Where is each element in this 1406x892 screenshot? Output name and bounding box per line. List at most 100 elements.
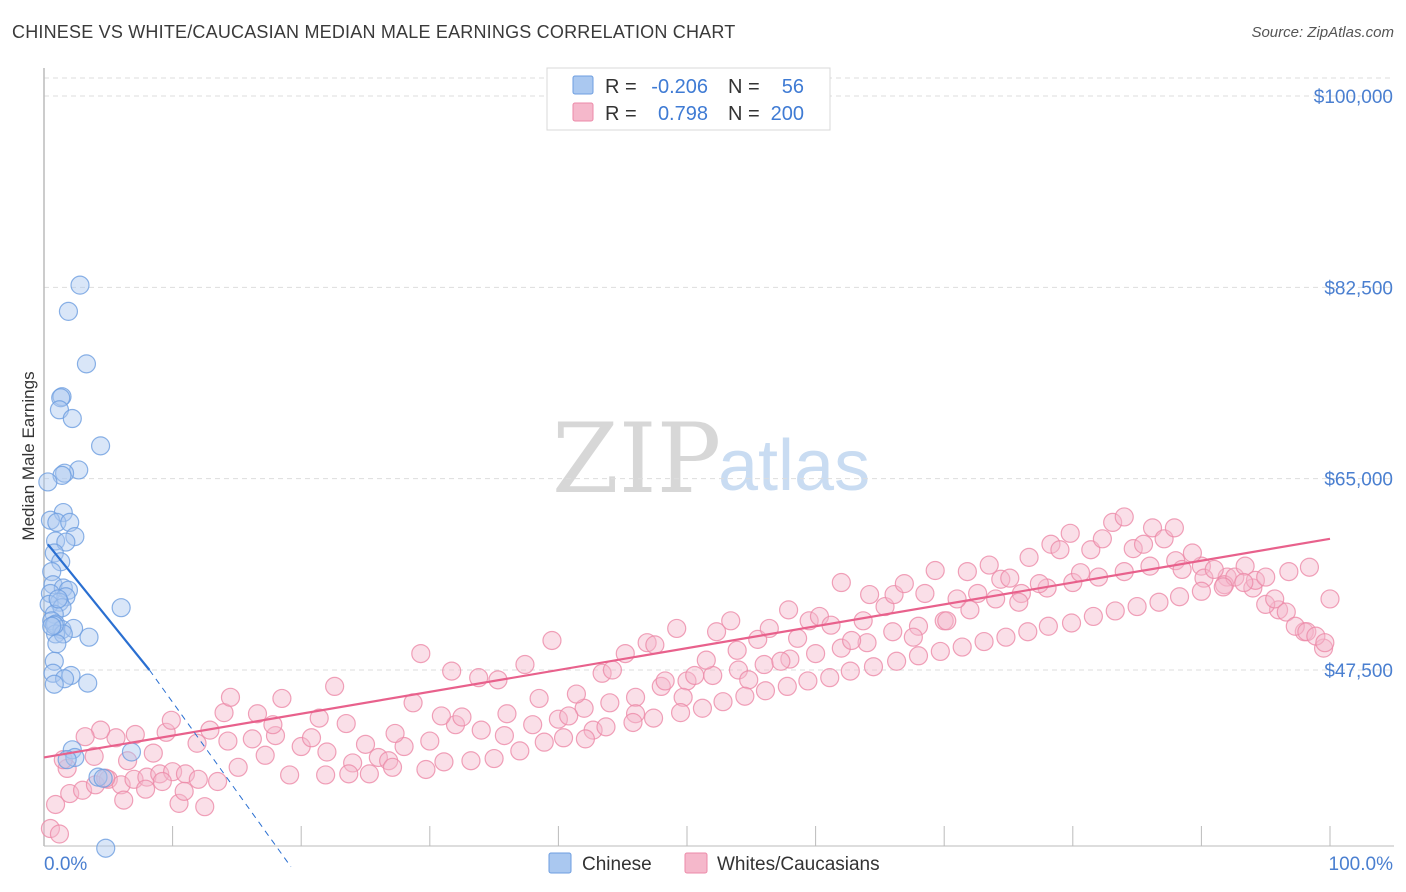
whites-point <box>161 710 181 730</box>
whites-point <box>1133 534 1154 554</box>
whites-point <box>188 769 208 789</box>
whites-point <box>908 616 929 636</box>
whites-point <box>883 622 903 642</box>
y-tick-labels: $100,000 $82,500 $65,000 $47,500 <box>1314 87 1393 682</box>
whites-point <box>778 600 799 620</box>
whites-point <box>523 715 543 735</box>
whites-point <box>1140 556 1160 576</box>
whites-point <box>534 732 554 752</box>
chinese-point <box>76 354 97 374</box>
whites-point <box>1070 563 1091 583</box>
chinese-point <box>93 768 113 788</box>
whites-point <box>272 688 292 709</box>
whites-point <box>996 627 1016 647</box>
whites-point <box>461 751 481 771</box>
whites-point <box>309 708 329 728</box>
y-axis-label: Median Male Earnings <box>19 371 38 540</box>
whites-point <box>771 651 791 671</box>
whites-point <box>336 713 356 734</box>
whites-point <box>1256 567 1276 587</box>
whites-point <box>1320 589 1340 609</box>
whites-point <box>1149 592 1169 612</box>
whites-point <box>777 676 797 697</box>
whites-point <box>887 651 907 671</box>
whites-point <box>1050 540 1070 560</box>
whites-point <box>420 731 440 751</box>
whites-point <box>799 611 819 631</box>
chinese-point <box>78 673 98 693</box>
whites-point <box>974 631 994 652</box>
chinese-point <box>54 669 75 689</box>
chinese-point <box>44 674 64 694</box>
whites-point <box>1083 606 1103 627</box>
whites-point <box>645 635 665 655</box>
whites-point <box>1299 557 1320 577</box>
whites-point <box>1182 543 1202 563</box>
whites-point <box>75 727 95 747</box>
whites-point <box>952 637 972 657</box>
whites-point <box>787 628 808 648</box>
whites-point <box>1041 534 1061 554</box>
chinese-point <box>79 627 99 647</box>
x-tick-labels: 0.0% 100.0% <box>44 854 1393 875</box>
whites-point <box>247 704 268 724</box>
whites-point <box>937 611 957 631</box>
whites-trend-line <box>43 537 1331 759</box>
whites-point <box>1114 507 1134 527</box>
whites-point <box>798 671 818 691</box>
bottom-legend-label-chinese: Chinese <box>582 854 652 875</box>
chinese-point <box>60 512 80 533</box>
whites-point <box>242 729 262 749</box>
whites-point <box>1009 592 1029 612</box>
whites-point <box>152 771 172 792</box>
whites-point <box>670 703 691 723</box>
legend-n-label: N = <box>728 76 760 98</box>
whites-point <box>1191 581 1212 601</box>
chinese-point <box>111 598 131 618</box>
whites-point <box>434 752 454 772</box>
legend-r-value-chinese: -0.206 <box>651 76 708 98</box>
whites-point <box>1060 523 1080 543</box>
whites-point <box>696 650 716 670</box>
whites-point <box>728 660 749 680</box>
whites-point <box>325 676 345 697</box>
whites-point <box>986 589 1006 609</box>
whites-point <box>40 818 61 839</box>
whites-point <box>637 633 657 653</box>
whites-point <box>840 661 860 681</box>
whites-point <box>863 657 884 677</box>
bottom-legend-swatch-chinese <box>548 852 572 874</box>
whites-point <box>84 746 104 766</box>
grid <box>44 77 1394 671</box>
watermark-zip: ZIP <box>552 403 721 515</box>
legend-swatch-chinese <box>572 75 594 95</box>
whites-point <box>339 764 359 784</box>
whites-point <box>596 717 616 737</box>
whites-point <box>49 824 70 844</box>
whites-point <box>1256 594 1276 615</box>
whites-point <box>494 725 514 746</box>
whites-point <box>805 643 826 664</box>
y-tick-label: $82,500 <box>1324 278 1393 299</box>
whites-point <box>566 684 587 704</box>
whites-point <box>471 720 491 740</box>
whites-point <box>445 715 466 735</box>
whites-point <box>1243 578 1263 598</box>
whites-point <box>1235 556 1255 576</box>
whites-point <box>559 706 579 726</box>
chinese-trend-line <box>47 543 151 671</box>
chinese-point <box>54 463 75 483</box>
whites-point <box>602 660 623 680</box>
whites-point <box>667 618 687 639</box>
whites-point <box>1019 547 1039 567</box>
y-tick-label: $65,000 <box>1324 470 1393 491</box>
chinese-point <box>42 616 62 636</box>
whites-point <box>280 765 300 785</box>
whites-point <box>452 707 472 727</box>
whites-point <box>1038 616 1058 636</box>
whites-point <box>220 687 241 707</box>
whites-point <box>739 670 759 690</box>
whites-point <box>359 764 379 784</box>
legend-r-value-whites: 0.798 <box>658 103 708 125</box>
whites-point <box>655 671 675 691</box>
